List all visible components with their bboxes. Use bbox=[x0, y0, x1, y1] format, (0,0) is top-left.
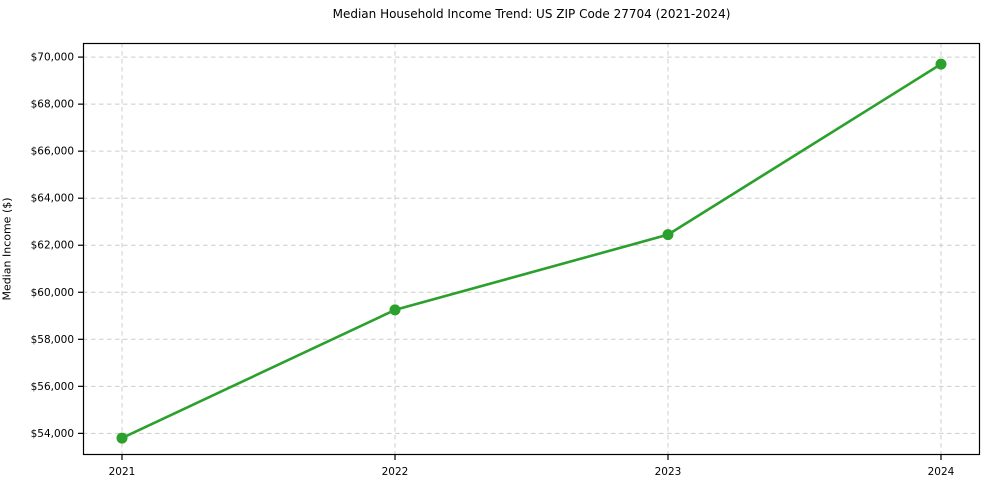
y-tick-label: $64,000 bbox=[31, 193, 74, 205]
x-tick-label: 2022 bbox=[382, 466, 409, 478]
axes-spines bbox=[82, 42, 981, 456]
y-tick-label: $54,000 bbox=[31, 428, 74, 440]
data-point-marker bbox=[935, 58, 947, 70]
x-tick-label: 2024 bbox=[928, 466, 955, 478]
y-tick-label: $56,000 bbox=[31, 381, 74, 393]
x-tick-label: 2023 bbox=[655, 466, 682, 478]
y-tick-label: $58,000 bbox=[31, 334, 74, 346]
y-tick-label: $68,000 bbox=[31, 99, 74, 111]
chart-title: Median Household Income Trend: US ZIP Co… bbox=[332, 7, 731, 21]
y-tick-label: $62,000 bbox=[31, 240, 74, 252]
income-trend-line bbox=[120, 62, 943, 440]
data-point-marker bbox=[116, 432, 128, 444]
data-point-marker bbox=[662, 229, 674, 241]
data-point-marker bbox=[389, 304, 401, 316]
y-tick-label: $66,000 bbox=[31, 146, 74, 158]
y-tick-label: $70,000 bbox=[31, 52, 74, 64]
x-tick-label: 2021 bbox=[109, 466, 136, 478]
y-tick-label: $60,000 bbox=[31, 287, 74, 299]
